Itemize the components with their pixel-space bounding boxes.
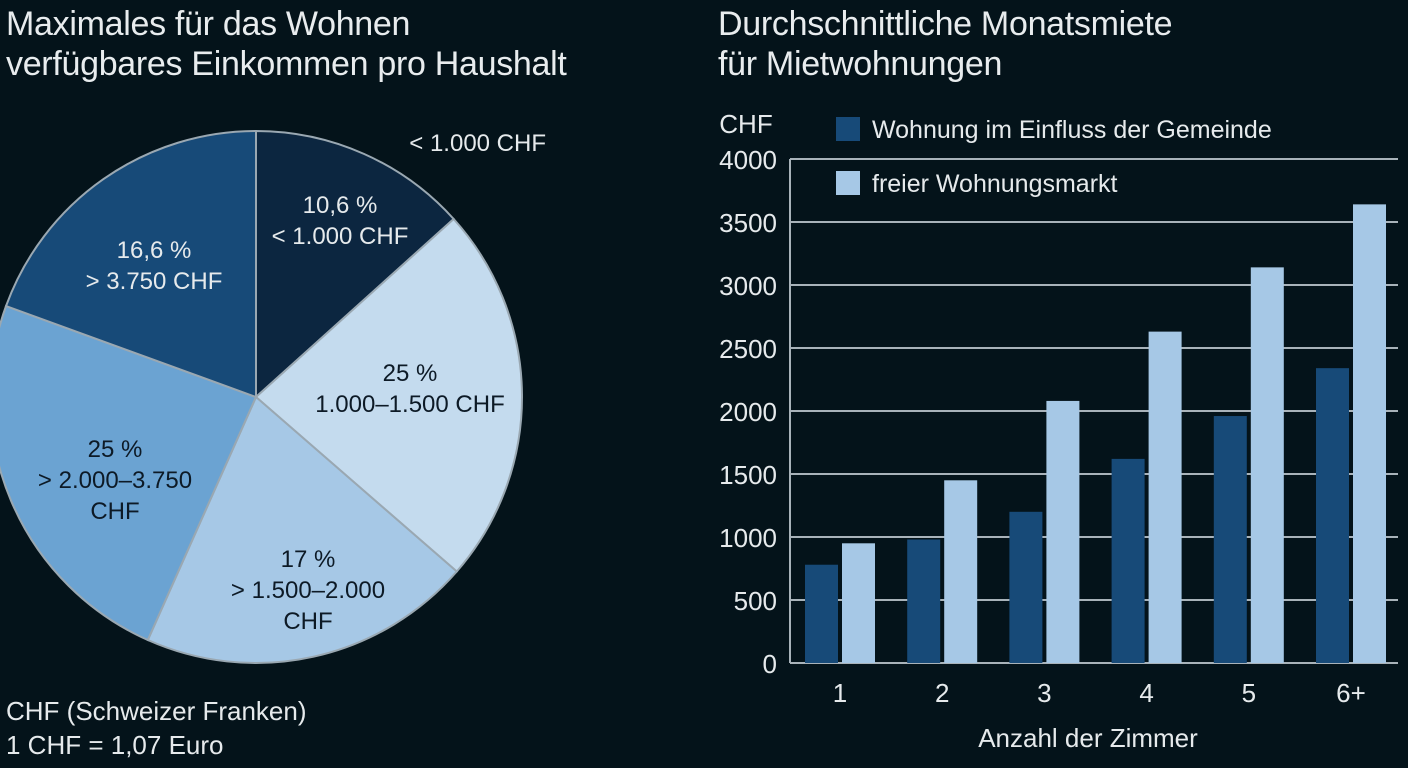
exchange-rate-note: 1 CHF = 1,07 Euro xyxy=(6,730,224,760)
pie-slice-label: 16,6 % xyxy=(117,237,192,264)
pie-slice xyxy=(146,395,459,664)
pie-slice xyxy=(254,217,523,573)
legend-label: Wohnung im Einfluss der Gemeinde xyxy=(872,116,1272,144)
bar xyxy=(944,480,978,663)
pie-slice-label: 10,6 % xyxy=(303,192,378,219)
y-tick-label: 3500 xyxy=(719,208,777,238)
y-tick-label: 1500 xyxy=(719,460,777,490)
pie-slice xyxy=(0,304,258,642)
x-tick-label: 3 xyxy=(1037,678,1051,708)
y-axis-unit: CHF xyxy=(719,109,772,139)
x-tick-label: 6+ xyxy=(1336,678,1366,708)
pie-slice-label: 25 % xyxy=(88,436,143,463)
x-tick-label: 5 xyxy=(1242,678,1256,708)
bar xyxy=(907,539,941,663)
bar xyxy=(1148,331,1182,663)
pie-slice-label: CHF xyxy=(283,608,332,635)
pie-slice xyxy=(4,129,257,399)
pie-slice-label: 1.000–1.500 CHF xyxy=(315,391,504,418)
x-tick-label: 4 xyxy=(1139,678,1153,708)
bar xyxy=(1250,267,1284,663)
bar xyxy=(1353,204,1386,664)
bar xyxy=(1316,368,1349,663)
y-tick-label: 2500 xyxy=(719,334,777,364)
pie-outside-label: < 1.000 CHF xyxy=(409,130,546,157)
y-tick-label: 0 xyxy=(763,649,777,679)
legend-swatch xyxy=(836,171,860,195)
y-tick-label: 500 xyxy=(734,586,777,616)
pie-slice xyxy=(255,129,456,400)
pie-slice-label: CHF xyxy=(90,498,139,525)
pie-chart-title: Maximales für das Wohnen verfügbares Ein… xyxy=(6,5,567,83)
y-tick-label: 1000 xyxy=(719,523,777,553)
x-tick-label: 1 xyxy=(833,678,847,708)
bar xyxy=(805,564,838,663)
x-tick-label: 2 xyxy=(935,678,949,708)
legend-label: freier Wohnungsmarkt xyxy=(872,170,1118,198)
y-tick-label: 3000 xyxy=(719,271,777,301)
bar xyxy=(1111,458,1145,663)
x-axis-label: Anzahl der Zimmer xyxy=(978,723,1198,753)
bar xyxy=(1046,400,1080,663)
legend-swatch xyxy=(836,117,860,141)
pie-slice-label: > 3.750 CHF xyxy=(86,268,223,295)
pie-slice-label: 17 % xyxy=(281,546,336,573)
bar xyxy=(1213,416,1247,663)
y-tick-label: 2000 xyxy=(719,397,777,427)
currency-note: CHF (Schweizer Franken) xyxy=(6,696,307,726)
bar-chart-title: Durchschnittliche Monatsmiete für Mietwo… xyxy=(718,5,1173,83)
y-tick-label: 4000 xyxy=(719,145,777,175)
pie-slice-label: > 2.000–3.750 xyxy=(38,467,192,494)
bar xyxy=(842,543,875,663)
pie-chart: 10,6 % < 1.000 CHF 25 % 1.000–1.500 CHF 17 %… xyxy=(0,129,546,664)
pie-slice-label: 25 % xyxy=(383,360,438,387)
pie-slice-label: < 1.000 CHF xyxy=(272,223,409,250)
bar xyxy=(1009,511,1043,663)
pie-slice-label: > 1.500–2.000 xyxy=(231,577,385,604)
